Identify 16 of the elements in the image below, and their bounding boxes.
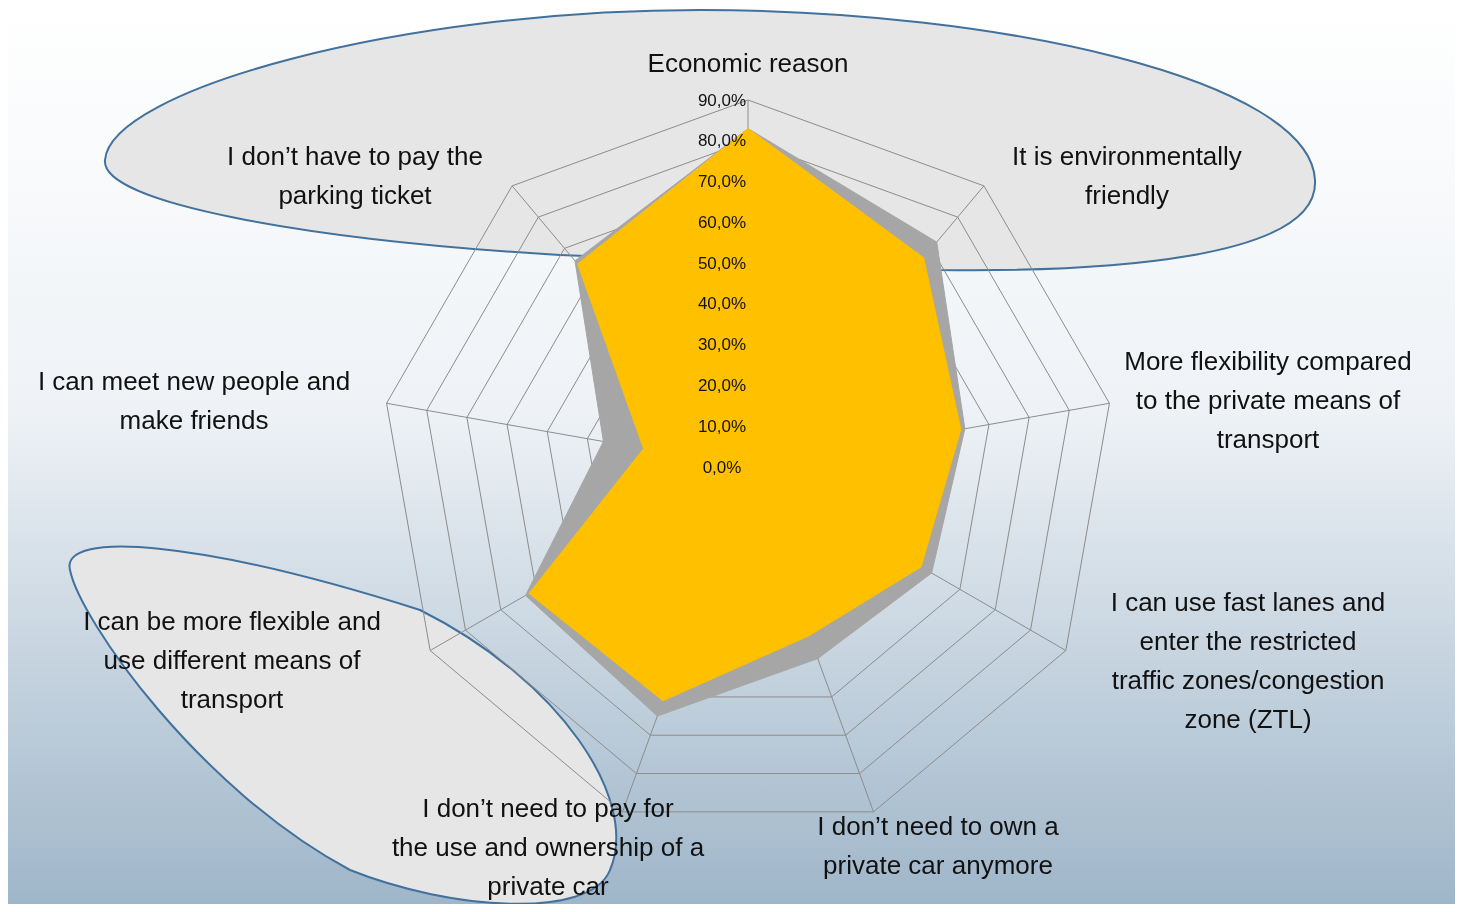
spoke-label: I don’t need to own a private car anymore [817, 810, 1060, 880]
y-tick-label: 70,0% [697, 172, 747, 192]
y-tick-label: 0,0% [702, 457, 742, 477]
y-tick-label: 40,0% [697, 294, 747, 314]
y-tick-label: 90,0% [697, 90, 747, 110]
y-tick-label: 30,0% [697, 335, 747, 355]
y-tick-label: 50,0% [697, 253, 747, 273]
y-tick-label: 60,0% [697, 212, 747, 232]
spoke-label: Economic reason [647, 48, 849, 78]
spoke-label: I can meet new people and make friends [37, 365, 351, 435]
y-tick-label: 10,0% [697, 416, 747, 436]
y-tick-label: 20,0% [697, 375, 747, 395]
spoke-label: It is environmentally friendly [1012, 140, 1242, 210]
spoke-label: I can use fast lanes and enter the restricted traffic zones/congestion zone (ZTL) [1110, 586, 1386, 734]
spoke-label: More flexibility compared to the private means of transport [1124, 346, 1412, 454]
spoke-label: I don’t have to pay the parking ticket [227, 140, 483, 210]
